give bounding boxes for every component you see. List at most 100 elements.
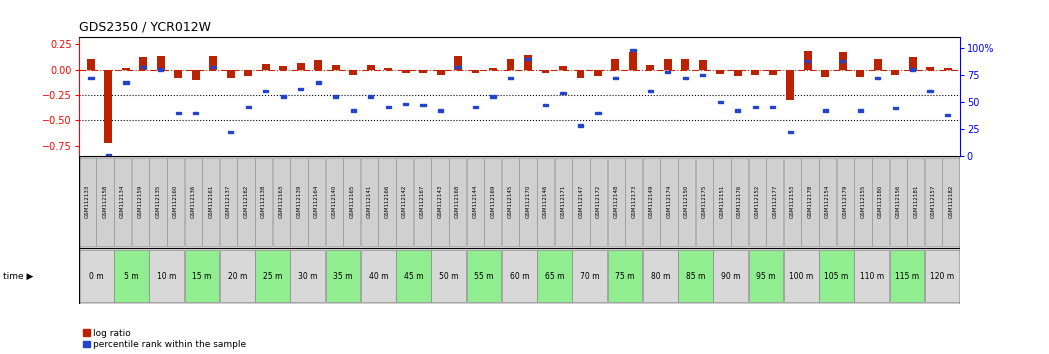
- Text: 30 m: 30 m: [298, 272, 318, 281]
- Text: GDS2350 / YCR012W: GDS2350 / YCR012W: [79, 21, 211, 34]
- Bar: [467, 250, 501, 302]
- Bar: [682, 59, 689, 70]
- Bar: [839, 52, 847, 70]
- Text: GSM112170: GSM112170: [526, 185, 531, 218]
- Text: GSM112164: GSM112164: [314, 185, 319, 218]
- Bar: [908, 57, 917, 70]
- Bar: [907, 158, 924, 246]
- Bar: [97, 158, 113, 246]
- Text: 90 m: 90 m: [721, 272, 741, 281]
- Text: GSM112178: GSM112178: [808, 185, 813, 218]
- Bar: [524, 56, 532, 70]
- Bar: [87, 59, 94, 70]
- Bar: [821, 70, 829, 77]
- Bar: [185, 158, 201, 246]
- Bar: [819, 250, 854, 302]
- Text: GSM112172: GSM112172: [596, 185, 601, 218]
- Text: GSM112156: GSM112156: [896, 185, 901, 218]
- Text: GSM112154: GSM112154: [826, 185, 830, 218]
- Bar: [526, 58, 531, 60]
- Bar: [220, 158, 237, 246]
- Bar: [683, 77, 688, 79]
- Bar: [890, 250, 924, 302]
- Bar: [508, 77, 513, 79]
- Bar: [491, 95, 496, 98]
- Bar: [801, 158, 818, 246]
- Bar: [210, 56, 217, 70]
- Text: 35 m: 35 m: [334, 272, 352, 281]
- Text: GSM112163: GSM112163: [279, 185, 284, 218]
- Bar: [840, 60, 845, 62]
- Bar: [788, 131, 793, 133]
- Text: 10 m: 10 m: [157, 272, 176, 281]
- Bar: [926, 67, 934, 70]
- Text: GSM112158: GSM112158: [103, 185, 108, 218]
- Bar: [925, 250, 960, 302]
- Text: GSM112138: GSM112138: [261, 185, 266, 218]
- Bar: [325, 250, 361, 302]
- Text: 105 m: 105 m: [825, 272, 849, 281]
- Text: 80 m: 80 m: [650, 272, 670, 281]
- Text: GSM112135: GSM112135: [155, 185, 160, 218]
- Text: 95 m: 95 m: [756, 272, 775, 281]
- Bar: [79, 158, 97, 246]
- Bar: [716, 70, 724, 74]
- Text: GSM112134: GSM112134: [121, 185, 125, 218]
- Bar: [770, 106, 775, 108]
- Bar: [420, 70, 427, 73]
- Bar: [316, 81, 321, 84]
- Text: 5 m: 5 m: [124, 272, 138, 281]
- Bar: [872, 158, 890, 246]
- Text: GSM112166: GSM112166: [385, 185, 389, 218]
- Bar: [837, 158, 854, 246]
- Bar: [854, 250, 890, 302]
- Text: GSM112161: GSM112161: [209, 185, 213, 218]
- Bar: [594, 70, 602, 76]
- Text: GSM112176: GSM112176: [737, 185, 742, 218]
- Bar: [262, 63, 270, 70]
- Bar: [413, 158, 431, 246]
- Text: GSM112157: GSM112157: [930, 185, 936, 218]
- Bar: [875, 77, 880, 79]
- Text: GSM112145: GSM112145: [508, 185, 513, 218]
- Text: GSM112142: GSM112142: [402, 185, 407, 218]
- Bar: [402, 70, 409, 73]
- Bar: [749, 158, 766, 246]
- Bar: [467, 158, 484, 246]
- Bar: [349, 70, 357, 75]
- Text: 70 m: 70 m: [580, 272, 599, 281]
- Bar: [88, 77, 93, 79]
- Bar: [612, 59, 619, 70]
- Bar: [185, 250, 219, 302]
- Bar: [149, 250, 185, 302]
- Bar: [856, 70, 864, 77]
- Bar: [472, 70, 479, 73]
- Bar: [367, 64, 374, 70]
- Bar: [263, 90, 269, 92]
- Bar: [291, 158, 307, 246]
- Bar: [331, 64, 340, 70]
- Bar: [699, 61, 707, 70]
- Bar: [643, 250, 678, 302]
- Bar: [124, 81, 128, 84]
- Bar: [202, 158, 219, 246]
- Bar: [590, 158, 607, 246]
- Bar: [577, 70, 584, 78]
- Bar: [751, 70, 759, 75]
- Bar: [573, 250, 607, 302]
- Text: 120 m: 120 m: [930, 272, 955, 281]
- Text: GSM112149: GSM112149: [649, 185, 654, 218]
- Bar: [158, 68, 164, 71]
- Bar: [927, 90, 933, 92]
- Bar: [315, 61, 322, 70]
- Bar: [734, 70, 742, 76]
- Bar: [701, 74, 705, 76]
- Bar: [613, 77, 618, 79]
- Bar: [308, 158, 325, 246]
- Text: GSM112162: GSM112162: [243, 185, 249, 218]
- Bar: [473, 106, 478, 108]
- Bar: [678, 250, 713, 302]
- Bar: [114, 158, 131, 246]
- Bar: [211, 66, 216, 68]
- Bar: [501, 250, 537, 302]
